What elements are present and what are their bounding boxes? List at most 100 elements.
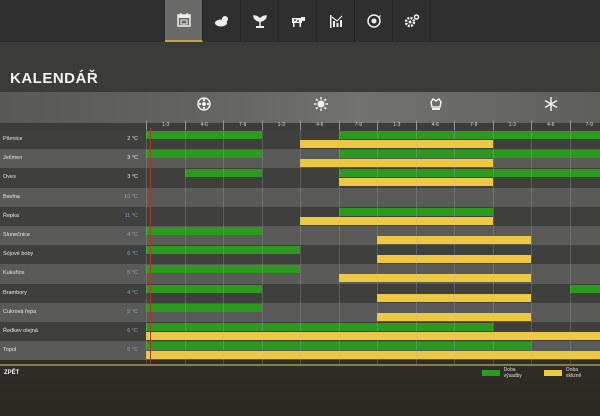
germination-temperature: 6 °C bbox=[127, 251, 138, 258]
contracts-icon bbox=[366, 14, 381, 28]
harvest-period-bar bbox=[300, 216, 493, 225]
crop-name: Brambory bbox=[3, 289, 27, 296]
grid-line bbox=[338, 120, 340, 364]
legend-harvest-swatch bbox=[544, 370, 563, 376]
month-column-headers: 1-3 4-6 7-9 1-3 4-6 7-9 1-3 4-6 7-9 1-3 4-6 7-9 bbox=[146, 121, 600, 130]
sowing-period-bar bbox=[146, 150, 262, 159]
crop-name: Cukrová řepa bbox=[3, 308, 37, 315]
germination-temperature: 4 °C bbox=[127, 289, 138, 296]
crop-name: Bavlna bbox=[3, 193, 20, 200]
back-button[interactable]: ZPĚT bbox=[4, 370, 20, 376]
column-header: 4-6 bbox=[300, 121, 339, 130]
sowing-period-bar bbox=[146, 303, 262, 312]
tab-contracts[interactable] bbox=[355, 0, 393, 42]
divider bbox=[0, 364, 600, 366]
column-header: 7-9 bbox=[338, 121, 378, 130]
crop-name: Oves bbox=[3, 174, 16, 181]
germination-temperature: 2 °C bbox=[127, 136, 138, 142]
sowing-period-bar bbox=[338, 150, 600, 159]
crop-name: Kukuřice bbox=[3, 270, 25, 277]
column-header: 1-3 bbox=[492, 121, 532, 130]
tab-animals[interactable] bbox=[279, 0, 317, 42]
spring-icon bbox=[197, 97, 211, 111]
sowing-period-bar bbox=[184, 169, 262, 178]
sowing-period-bar bbox=[569, 284, 600, 293]
crop-name: Topol bbox=[3, 347, 17, 354]
crop-name: Řepka bbox=[3, 212, 19, 219]
grid-line bbox=[492, 120, 494, 364]
column-header: 1-3 bbox=[377, 121, 416, 130]
grid-line bbox=[261, 120, 263, 364]
grid-line bbox=[454, 120, 455, 364]
menu-tabs bbox=[165, 0, 431, 42]
grid-line bbox=[377, 120, 378, 364]
grid-line bbox=[569, 120, 571, 364]
crop-name: Sójové boby bbox=[3, 251, 34, 258]
germination-temperature: 4 °C bbox=[127, 231, 138, 238]
weather-icon bbox=[214, 16, 228, 27]
tab-statistics[interactable] bbox=[317, 0, 355, 42]
harvest-period-bar bbox=[146, 351, 600, 360]
column-header: 7-9 bbox=[454, 121, 493, 130]
crop-name: Pšenice bbox=[3, 136, 23, 142]
column-header: 7-9 bbox=[223, 121, 262, 130]
column-header: 1-3 bbox=[146, 121, 185, 130]
tab-weather[interactable] bbox=[203, 0, 241, 42]
column-header: 4-6 bbox=[184, 121, 224, 130]
grid-line bbox=[146, 120, 147, 364]
calendar-icon bbox=[176, 13, 191, 27]
sowing-period-bar bbox=[146, 265, 300, 274]
sowing-period-bar bbox=[146, 284, 262, 293]
harvest-period-bar bbox=[338, 274, 531, 283]
sowing-period-bar bbox=[146, 246, 300, 255]
grid-line bbox=[531, 120, 532, 364]
harvest-period-bar bbox=[377, 293, 531, 302]
tab-settings[interactable] bbox=[393, 0, 431, 42]
crop-name: Ředkev olejná bbox=[3, 327, 38, 334]
germination-temperature: 5 °C bbox=[127, 270, 138, 277]
sowing-period-bar bbox=[146, 342, 531, 351]
tab-crops[interactable] bbox=[241, 0, 279, 42]
sowing-period-bar bbox=[338, 169, 600, 178]
harvest-period-bar bbox=[377, 312, 531, 321]
legend-harvest-label: Doba sklizně bbox=[566, 367, 582, 379]
harvest-period-bar bbox=[377, 255, 531, 264]
sowing-period-bar bbox=[338, 207, 493, 216]
crop-name: Slunečnice bbox=[3, 231, 30, 238]
legend: Doba výsadby Doba sklizně bbox=[482, 367, 600, 379]
germination-temperature: 3 °C bbox=[127, 155, 138, 162]
statistics-icon bbox=[329, 15, 342, 28]
calendar-header bbox=[0, 92, 600, 123]
legend-sowing-label: Doba výsadby bbox=[503, 367, 522, 379]
grid-line bbox=[184, 120, 186, 364]
autumn-icon bbox=[430, 97, 442, 110]
legend-sowing-swatch bbox=[482, 370, 500, 376]
grid-line bbox=[415, 120, 417, 364]
harvest-period-bar bbox=[146, 331, 600, 340]
harvest-period-bar bbox=[300, 159, 493, 168]
top-navigation-bar bbox=[0, 0, 600, 42]
summer-icon bbox=[314, 97, 328, 111]
grid-line bbox=[223, 120, 224, 364]
harvest-period-bar bbox=[300, 140, 493, 148]
harvest-period-bar bbox=[377, 235, 531, 244]
germination-temperature: 3 °C bbox=[127, 174, 138, 181]
current-date-marker bbox=[150, 128, 151, 364]
sowing-period-bar bbox=[146, 226, 262, 235]
column-header: 4-6 bbox=[415, 121, 455, 130]
column-header: 4-6 bbox=[531, 121, 570, 130]
crop-name: Ječmen bbox=[3, 155, 23, 162]
crops-icon bbox=[252, 15, 267, 28]
tab-calendar[interactable] bbox=[165, 0, 203, 42]
settings-icon bbox=[404, 14, 419, 28]
page-title: KALENDÁŘ bbox=[10, 70, 99, 87]
germination-temperature: 5 °C bbox=[127, 308, 138, 315]
column-header: 1-3 bbox=[261, 121, 301, 130]
sowing-period-bar bbox=[338, 131, 600, 139]
harvest-period-bar bbox=[338, 178, 493, 187]
germination-temperature: 11 °C bbox=[124, 212, 138, 219]
grid-line bbox=[300, 120, 301, 364]
germination-temperature: 5 °C bbox=[127, 347, 138, 354]
germination-temperature: 6 °C bbox=[127, 327, 138, 334]
sowing-period-bar bbox=[146, 131, 262, 139]
